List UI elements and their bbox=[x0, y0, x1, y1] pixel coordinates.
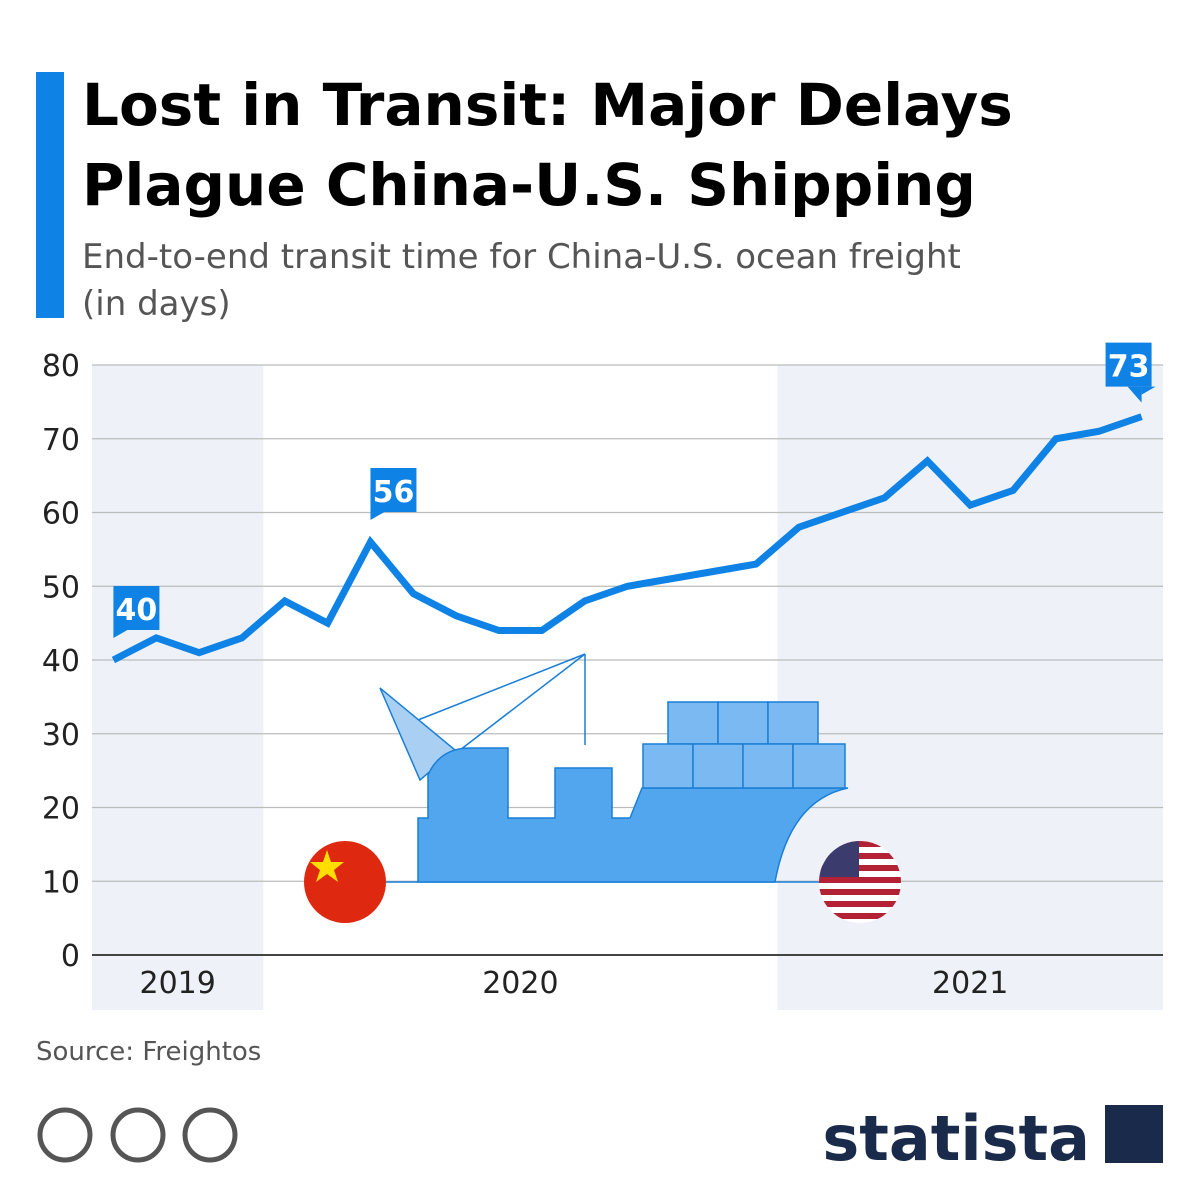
y-tick-label: 40 bbox=[42, 644, 80, 679]
x-tick-label: 2020 bbox=[482, 966, 558, 1001]
y-tick-label: 0 bbox=[61, 939, 80, 974]
label-pointer bbox=[1141, 386, 1156, 395]
label-pointer bbox=[113, 630, 128, 638]
y-tick-label: 20 bbox=[42, 792, 80, 827]
label-pointer bbox=[370, 512, 385, 520]
chart-subtitle: End-to-end transit time for China-U.S. o… bbox=[82, 237, 961, 277]
y-tick-label: 30 bbox=[42, 718, 80, 753]
label-box bbox=[113, 586, 160, 630]
label-box bbox=[370, 468, 417, 512]
data-label: 40 bbox=[116, 593, 158, 628]
label-box bbox=[1105, 342, 1152, 387]
accent-bar bbox=[36, 72, 64, 318]
chart-title: Lost in Transit: Major Delays bbox=[82, 71, 1013, 139]
source: Source: Freightos bbox=[36, 1037, 261, 1067]
label-pointer bbox=[1127, 386, 1142, 403]
y-tick-label: 50 bbox=[42, 570, 80, 605]
y-tick-label: 60 bbox=[42, 497, 80, 532]
chart-subtitle: (in days) bbox=[82, 284, 231, 324]
chart-title: Plague China-U.S. Shipping bbox=[82, 151, 976, 219]
ship-illustration bbox=[304, 653, 901, 923]
data-label: 56 bbox=[373, 475, 415, 510]
y-tick-label: 70 bbox=[42, 423, 80, 458]
y-tick-label: 10 bbox=[42, 865, 80, 900]
x-tick-label: 2021 bbox=[932, 966, 1008, 1001]
brand: statista bbox=[822, 1102, 1090, 1175]
license-icons bbox=[37, 1107, 238, 1163]
brand-logo bbox=[1105, 1105, 1163, 1163]
y-tick-label: 80 bbox=[42, 349, 80, 384]
data-label: 73 bbox=[1108, 350, 1150, 385]
line bbox=[111, 413, 1143, 664]
year-band bbox=[92, 365, 264, 1010]
x-tick-label: 2019 bbox=[140, 966, 216, 1001]
